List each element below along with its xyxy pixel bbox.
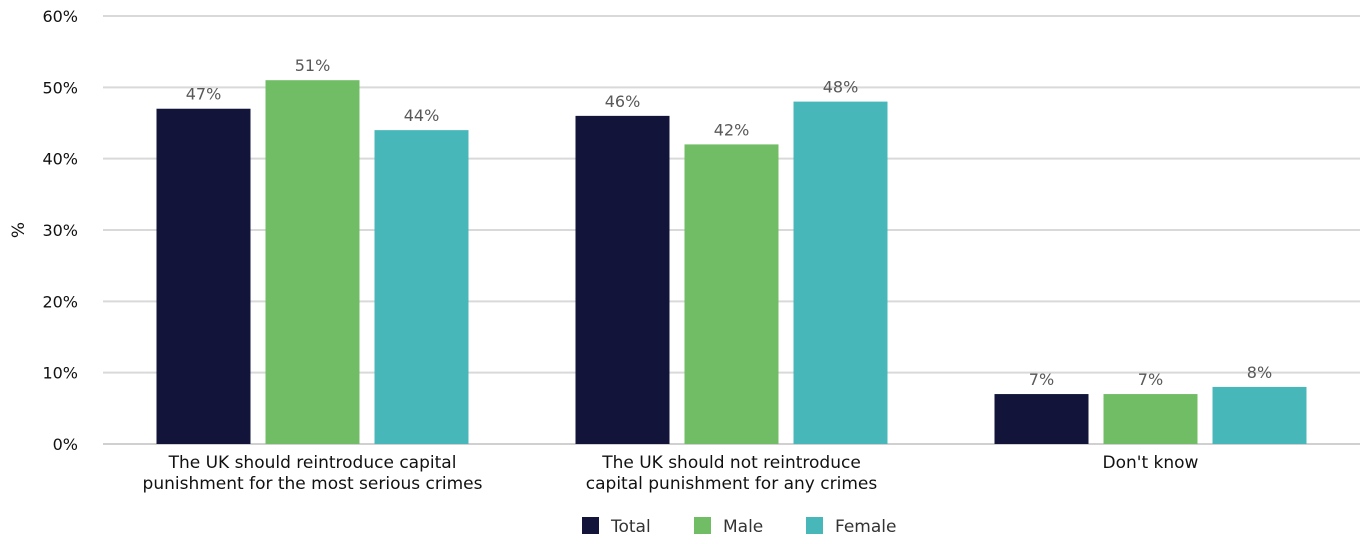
bar-female <box>793 101 888 444</box>
legend-label-total: Total <box>610 517 651 537</box>
data-label: 47% <box>186 85 222 104</box>
data-label: 7% <box>1029 370 1054 389</box>
x-category-label: The UK should not reintroduce <box>601 453 861 473</box>
y-tick-label: 40% <box>42 150 78 169</box>
y-tick-label: 60% <box>42 7 78 26</box>
y-tick-label: 50% <box>42 78 78 97</box>
y-axis-title: % <box>9 222 29 238</box>
legend-swatch-male <box>694 517 711 534</box>
data-labels: 47% 51% 44% 46% 42% 48% 7% 7% 8% <box>186 56 1272 389</box>
bar-female <box>1212 386 1307 444</box>
bar-male <box>684 144 779 444</box>
y-tick-label: 10% <box>42 364 78 383</box>
legend-label-female: Female <box>835 517 896 537</box>
y-axis: % 0% 10% 20% 30% 40% 50% 60% <box>9 7 78 454</box>
legend: Total Male Female <box>582 517 896 537</box>
data-label: 46% <box>605 92 641 111</box>
legend-label-male: Male <box>723 517 763 537</box>
bar-total <box>156 108 251 444</box>
data-label: 51% <box>295 56 331 75</box>
y-tick-label: 20% <box>42 292 78 311</box>
x-category-label: capital punishment for any crimes <box>586 474 878 494</box>
bar-total <box>575 115 670 444</box>
data-label: 44% <box>404 106 440 125</box>
data-label: 7% <box>1138 370 1163 389</box>
bar-male <box>1103 394 1198 444</box>
legend-swatch-total <box>582 517 599 534</box>
x-axis: The UK should reintroduce capitalpunishm… <box>143 453 1199 494</box>
data-label: 42% <box>714 120 750 139</box>
bar-female <box>374 130 469 444</box>
bars <box>156 80 1307 444</box>
x-category-label: The UK should reintroduce capital <box>168 453 457 473</box>
legend-swatch-female <box>806 517 823 534</box>
bar-male <box>265 80 360 444</box>
data-label: 8% <box>1247 363 1272 382</box>
y-tick-label: 30% <box>42 221 78 240</box>
x-category-label: Don't know <box>1103 453 1199 473</box>
x-category-label: punishment for the most serious crimes <box>143 474 483 494</box>
bar-total <box>994 394 1089 444</box>
y-tick-label: 0% <box>53 435 78 454</box>
data-label: 48% <box>823 78 859 97</box>
